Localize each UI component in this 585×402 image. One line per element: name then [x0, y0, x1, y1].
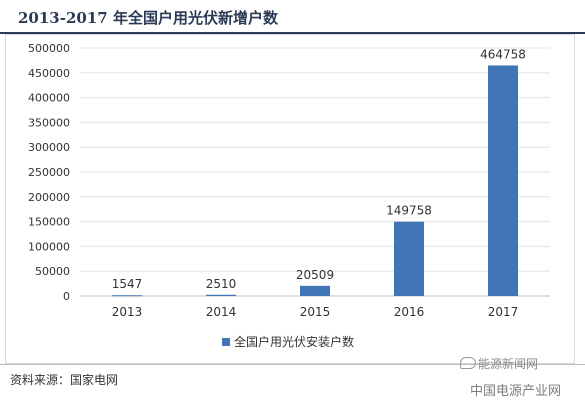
title-underline: [0, 32, 585, 34]
bar: [300, 285, 330, 296]
y-tick-label: 150000: [28, 216, 70, 229]
bar: [488, 65, 518, 296]
watermark-news: 能源新闻网: [478, 357, 539, 371]
y-tick-label: 400000: [28, 92, 70, 105]
data-label: 1547: [112, 277, 143, 291]
y-tick-label: 300000: [28, 141, 70, 154]
data-label: 2510: [206, 277, 237, 291]
x-tick-label: 2014: [206, 305, 237, 319]
chat-bubble-icon: [460, 357, 476, 369]
chart-title: 2013-2017 年全国户用光伏新增户数: [18, 9, 278, 27]
bar: [206, 294, 236, 296]
y-tick-label: 450000: [28, 67, 70, 80]
x-tick-label: 2017: [488, 305, 519, 319]
legend-label: 全国户用光伏安装户数: [234, 334, 354, 349]
x-tick-label: 2015: [300, 305, 331, 319]
chart-frame: [5, 34, 575, 364]
footer-divider: [0, 364, 585, 365]
bar: [394, 221, 424, 296]
legend-swatch: [222, 338, 230, 346]
bar: [112, 295, 142, 297]
y-tick-label: 0: [63, 290, 70, 303]
data-label: 149758: [386, 204, 432, 218]
watermark-site: 中国电源产业网: [470, 384, 562, 399]
y-tick-label: 100000: [28, 240, 70, 253]
y-tick-label: 350000: [28, 116, 70, 129]
data-label: 464758: [480, 47, 526, 61]
y-tick-label: 250000: [28, 166, 70, 179]
x-tick-label: 2016: [394, 305, 425, 319]
y-tick-label: 50000: [35, 265, 70, 278]
title-bar: 2013-2017 年全国户用光伏新增户数: [0, 0, 585, 34]
source-note: 资料来源：国家电网: [10, 373, 119, 387]
data-label: 20509: [296, 268, 334, 282]
y-tick-label: 500000: [28, 42, 70, 55]
y-tick-label: 200000: [28, 191, 70, 204]
x-tick-label: 2013: [112, 305, 143, 319]
